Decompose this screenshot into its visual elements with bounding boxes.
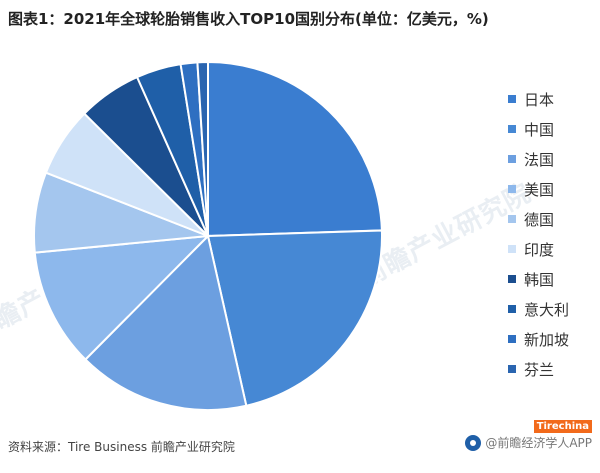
pie-slice-2 xyxy=(206,229,383,407)
legend-item: 韩国 xyxy=(508,264,600,294)
legend-label: 日本 xyxy=(524,90,555,109)
brand-badge: Tirechina xyxy=(533,420,592,433)
legend-swatch xyxy=(508,155,516,163)
legend-label: 意大利 xyxy=(524,300,570,319)
legend-swatch xyxy=(508,275,516,283)
brand-text: @前瞻经济学人APP xyxy=(485,436,592,450)
legend-label: 德国 xyxy=(524,210,555,229)
pie-slice-1 xyxy=(207,60,383,238)
legend-item: 印度 xyxy=(508,234,600,264)
legend-item: 新加坡 xyxy=(508,324,600,354)
legend-label: 法国 xyxy=(524,150,555,169)
legend-swatch xyxy=(508,215,516,223)
legend-swatch xyxy=(508,245,516,253)
legend-label: 芬兰 xyxy=(524,360,555,379)
legend-label: 新加坡 xyxy=(524,330,570,349)
legend-swatch xyxy=(508,185,516,193)
legend-swatch xyxy=(508,335,516,343)
legend-swatch xyxy=(508,125,516,133)
legend-label: 美国 xyxy=(524,180,555,199)
legend-item: 意大利 xyxy=(508,294,600,324)
pie-slice-4 xyxy=(33,234,211,361)
legend-swatch xyxy=(508,95,516,103)
legend-swatch xyxy=(508,365,516,373)
brand-footer: @前瞻经济学人APP xyxy=(465,434,592,451)
legend-item: 中国 xyxy=(508,114,600,144)
source-note: 资料来源：Tire Business 前瞻产业研究院 xyxy=(8,440,235,454)
legend-item: 美国 xyxy=(508,174,600,204)
legend: 日本中国法国美国德国印度韩国意大利新加坡芬兰 xyxy=(508,84,600,384)
pie-slice-10 xyxy=(196,60,209,237)
legend-label: 印度 xyxy=(524,240,555,259)
pie-slice-3 xyxy=(84,234,248,411)
legend-item: 日本 xyxy=(508,84,600,114)
legend-item: 德国 xyxy=(508,204,600,234)
legend-item: 法国 xyxy=(508,144,600,174)
legend-label: 中国 xyxy=(524,120,555,139)
chart-title: 图表1：2021年全球轮胎销售收入TOP10国别分布(单位：亿美元，%) xyxy=(8,10,489,28)
brand-logo-icon xyxy=(465,434,482,451)
legend-label: 韩国 xyxy=(524,270,555,289)
legend-item: 芬兰 xyxy=(508,354,600,384)
legend-swatch xyxy=(508,305,516,313)
